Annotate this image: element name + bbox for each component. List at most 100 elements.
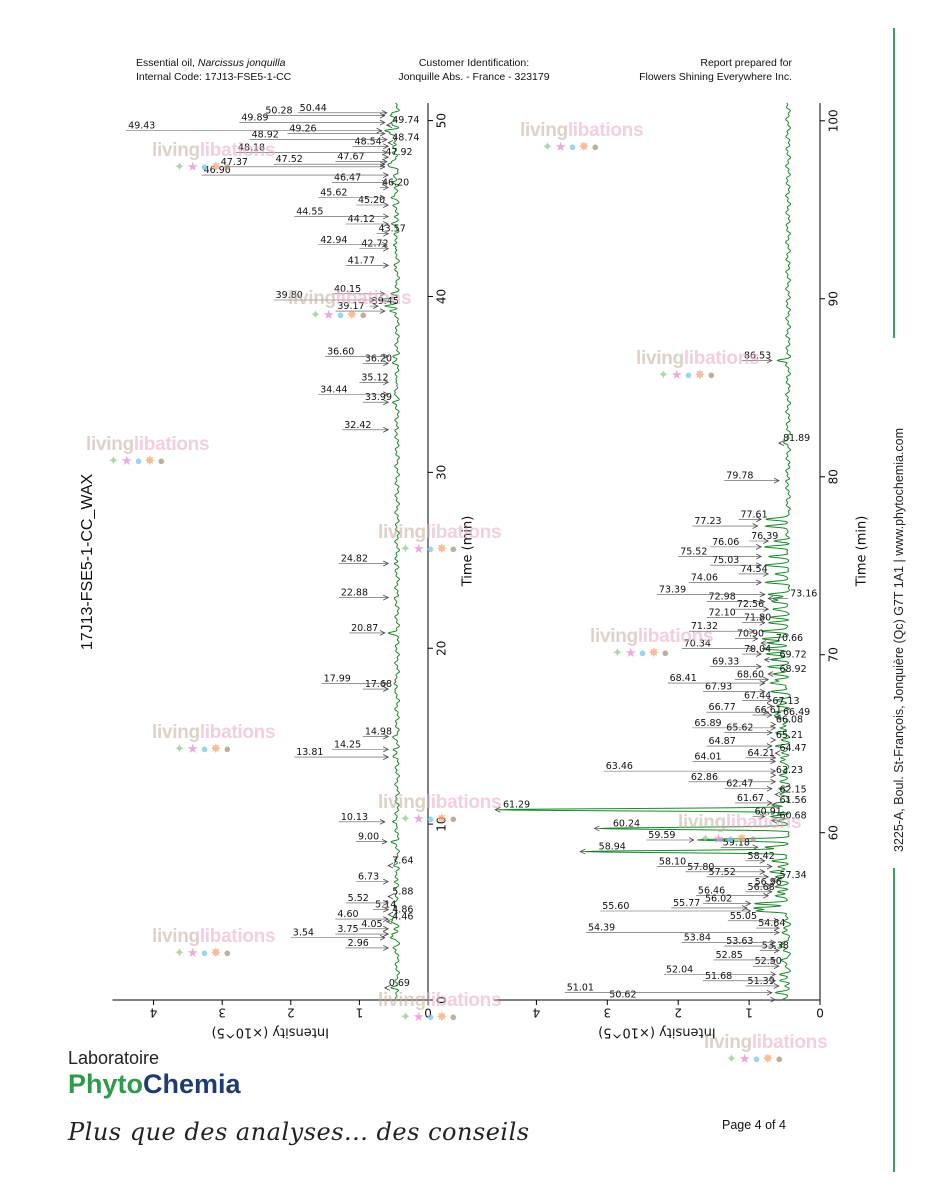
peak-label: 48.18 xyxy=(238,143,265,154)
peak-label: 52.04 xyxy=(666,964,693,975)
peak-label: 42.72 xyxy=(361,239,388,250)
peak-label: 79.78 xyxy=(726,471,753,482)
peak-label: 4.60 xyxy=(337,909,358,920)
peak-label: 64.87 xyxy=(709,736,736,747)
peak-label: 0.69 xyxy=(389,978,410,989)
intensity-axis-title: Intensity (×10^5) xyxy=(211,1025,328,1040)
intensity-tick-label: 3 xyxy=(603,1006,611,1020)
peak-label: 50.44 xyxy=(300,103,327,114)
peak-label: 45.20 xyxy=(358,195,385,206)
intensity-tick-label: 0 xyxy=(424,1006,432,1020)
time-tick-label: 10 xyxy=(435,816,449,831)
peak-label: 61.67 xyxy=(737,793,764,804)
peak-label: 74.54 xyxy=(740,564,767,575)
header-report-label: Report prepared for xyxy=(700,57,792,69)
peak-label: 72.98 xyxy=(709,592,736,603)
peak-label: 67.13 xyxy=(772,696,799,707)
peak-label: 62.47 xyxy=(726,779,753,790)
peak-label: 46.20 xyxy=(382,177,409,188)
peak-label: 58.42 xyxy=(748,851,775,862)
intensity-tick-label: 1 xyxy=(356,1006,364,1020)
peak-label: 14.98 xyxy=(365,727,392,738)
logo-wordmark: PhytoChemia xyxy=(68,1069,241,1099)
peak-label: 59.18 xyxy=(723,837,750,848)
peak-label: 17.68 xyxy=(365,679,392,690)
intensity-tick-label: 2 xyxy=(674,1006,682,1020)
intensity-axis-title: Intensity (×10^5) xyxy=(598,1025,715,1040)
peak-label: 71.32 xyxy=(691,621,718,632)
peak-label: 77.61 xyxy=(740,509,767,520)
peak-label: 55.77 xyxy=(673,898,700,909)
peak-label: 70.04 xyxy=(744,644,771,655)
peak-label: 48.54 xyxy=(355,136,382,147)
peak-label: 49.74 xyxy=(392,115,419,126)
peak-label: 58.10 xyxy=(659,857,686,868)
peak-label: 72.56 xyxy=(737,599,764,610)
peak-label: 32.42 xyxy=(344,420,371,431)
peak-label: 52.50 xyxy=(755,956,782,967)
peak-label: 65.62 xyxy=(726,723,753,734)
intensity-tick-label: 3 xyxy=(218,1006,226,1020)
peak-label: 64.01 xyxy=(694,751,721,762)
peak-label: 3.75 xyxy=(337,924,358,935)
peak-label: 76.39 xyxy=(751,531,778,542)
logo-chemia: Chemia xyxy=(143,1069,241,1099)
peak-label: 48.74 xyxy=(392,133,419,144)
intensity-tick-label: 4 xyxy=(150,1006,158,1020)
peak-label: 50.62 xyxy=(609,990,636,1001)
peak-label: 65.89 xyxy=(694,718,721,729)
peak-label: 48.92 xyxy=(252,130,279,141)
peak-label: 33.99 xyxy=(365,392,392,403)
logo-phyto: Phyto xyxy=(68,1069,144,1099)
peak-label: 70.34 xyxy=(684,639,711,650)
time-axis-title: Time (min) xyxy=(855,516,870,588)
peak-label: 63.46 xyxy=(606,761,633,772)
peak-label: 35.12 xyxy=(361,372,388,383)
peak-label: 69.33 xyxy=(712,657,739,668)
header-report-info: Report prepared for Flowers Shining Ever… xyxy=(598,56,792,84)
peak-label: 74.06 xyxy=(691,572,718,583)
peak-label: 50.28 xyxy=(265,106,292,117)
time-tick-label: 50 xyxy=(435,113,449,128)
peak-label: 2.96 xyxy=(348,938,369,949)
peak-label: 81.89 xyxy=(783,433,810,444)
peak-label: 68.60 xyxy=(737,670,764,681)
peak-label: 47.37 xyxy=(221,157,248,168)
peak-label: 36.20 xyxy=(365,353,392,364)
peak-label: 46.47 xyxy=(334,173,361,184)
peak-label: 7.64 xyxy=(392,856,413,867)
peak-label: 36.60 xyxy=(327,346,354,357)
peak-label: 57.80 xyxy=(687,862,714,873)
peak-label: 39.45 xyxy=(372,296,399,307)
peak-label: 49.26 xyxy=(289,124,316,135)
peak-label: 60.68 xyxy=(779,811,806,822)
time-tick-label: 60 xyxy=(827,825,841,840)
peak-label: 9.00 xyxy=(358,832,379,843)
peak-label: 22.88 xyxy=(341,588,368,599)
peak-label: 55.05 xyxy=(730,911,757,922)
logo-laboratoire: Laboratoire xyxy=(68,1048,160,1068)
peak-label: 68.41 xyxy=(670,673,697,684)
peak-label: 70.90 xyxy=(737,629,764,640)
peak-label: 64.21 xyxy=(748,748,775,759)
time-axis-title: Time (min) xyxy=(461,516,476,588)
peak-label: 5.14 xyxy=(375,900,396,911)
peak-label: 47.67 xyxy=(337,152,364,163)
header-client-name: Flowers Shining Everywhere Inc. xyxy=(639,71,792,83)
peak-label: 5.88 xyxy=(392,887,413,898)
peak-label: 45.62 xyxy=(320,188,347,199)
peak-label: 3.54 xyxy=(293,928,314,939)
peak-label: 76.06 xyxy=(712,537,739,548)
peak-label: 47.92 xyxy=(385,147,412,158)
peak-label: 51.68 xyxy=(705,971,732,982)
peak-label: 66.77 xyxy=(709,702,736,713)
peak-label: 67.44 xyxy=(744,690,771,701)
peak-label: 51.39 xyxy=(748,976,775,987)
peak-label: 47.52 xyxy=(276,154,303,165)
peak-label: 73.16 xyxy=(790,588,817,599)
peak-label: 43.57 xyxy=(379,224,406,235)
peak-label: 44.55 xyxy=(296,206,323,217)
peak-label: 44.12 xyxy=(348,214,375,225)
peak-label: 10.13 xyxy=(341,812,368,823)
